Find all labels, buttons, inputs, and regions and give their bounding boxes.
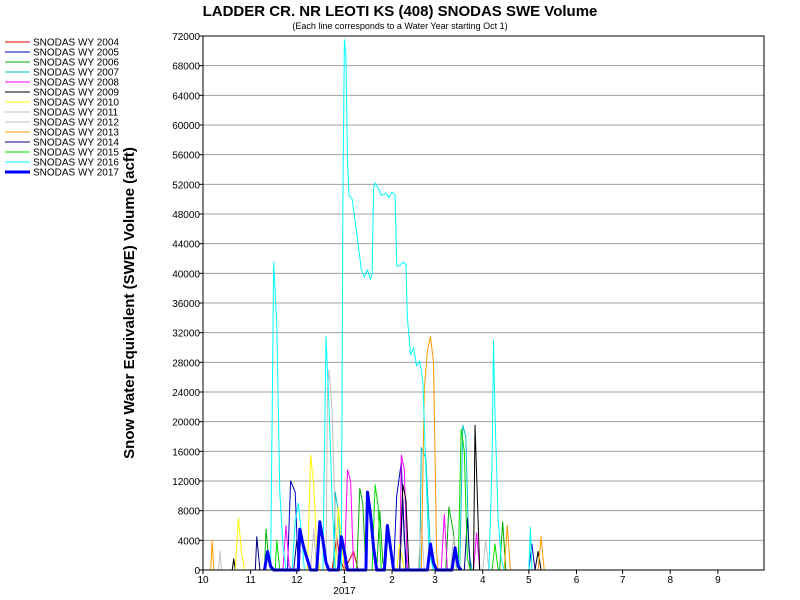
x-tick-label: 5 — [526, 575, 532, 586]
y-tick-label: 8000 — [178, 507, 201, 518]
y-tick-label: 68000 — [172, 62, 200, 73]
x-tick-label: 7 — [620, 575, 626, 586]
x-tick-label: 12 — [291, 575, 303, 586]
x-tick-label: 6 — [574, 575, 580, 586]
legend-label: SNODAS WY 2016 — [33, 158, 119, 169]
legend-label: SNODAS WY 2007 — [33, 68, 119, 79]
x-tick-label: 4 — [480, 575, 486, 586]
legend-label: SNODAS WY 2012 — [33, 118, 119, 129]
chart-subtitle: (Each line corresponds to a Water Year s… — [292, 21, 507, 31]
x-tick-label: 8 — [667, 575, 673, 586]
x-tick-label: 11 — [245, 575, 256, 586]
y-tick-label: 16000 — [172, 447, 200, 458]
plot-frame — [202, 35, 765, 571]
y-tick-label: 60000 — [172, 121, 200, 132]
x-tick-label: 1 — [342, 575, 348, 586]
x-tick-label: 10 — [197, 575, 209, 586]
x-year-label: 2017 — [333, 586, 356, 597]
x-tick-label: 2 — [389, 575, 395, 586]
y-tick-label: 32000 — [172, 329, 200, 340]
y-tick-label: 56000 — [172, 151, 200, 162]
y-tick-label: 12000 — [172, 477, 200, 488]
legend-label: SNODAS WY 2014 — [33, 138, 119, 149]
y-tick-label: 36000 — [172, 299, 200, 310]
legend-label: SNODAS WY 2005 — [33, 48, 119, 59]
y-tick-label: 0 — [194, 566, 200, 577]
y-tick-label: 48000 — [172, 210, 200, 221]
legend-label: SNODAS WY 2009 — [33, 88, 119, 99]
legend-label: SNODAS WY 2017 — [33, 168, 119, 179]
legend-label: SNODAS WY 2004 — [33, 38, 119, 49]
legend-label: SNODAS WY 2013 — [33, 128, 119, 139]
y-tick-label: 72000 — [172, 32, 200, 43]
gridlines — [203, 65, 764, 541]
y-tick-label: 64000 — [172, 91, 200, 102]
x-tick-label: 3 — [432, 575, 438, 586]
y-axis-label: Snow Water Equivalent (SWE) Volume (acft… — [121, 147, 138, 459]
y-axis-ticks: 0 4000 8000 12000 16000 20000 24000 28000 32000 3… — [172, 32, 203, 577]
series-line — [217, 528, 490, 571]
y-tick-label: 20000 — [172, 418, 200, 429]
legend-label: SNODAS WY 2010 — [33, 98, 119, 109]
legend-label: SNODAS WY 2008 — [33, 78, 119, 89]
y-tick-label: 40000 — [172, 269, 200, 280]
legend-label: SNODAS WY 2006 — [33, 58, 119, 69]
y-tick-label: 44000 — [172, 240, 200, 251]
chart-title: LADDER CR. NR LEOTI KS (408) SNODAS SWE … — [203, 3, 598, 20]
y-tick-label: 4000 — [178, 536, 201, 547]
legend-label: SNODAS WY 2011 — [33, 108, 119, 119]
y-tick-label: 24000 — [172, 388, 200, 399]
legend-label: SNODAS WY 2015 — [33, 148, 119, 159]
x-tick-label: 9 — [715, 575, 721, 586]
y-tick-label: 28000 — [172, 358, 200, 369]
series-line — [333, 424, 473, 571]
y-tick-label: 52000 — [172, 180, 200, 191]
